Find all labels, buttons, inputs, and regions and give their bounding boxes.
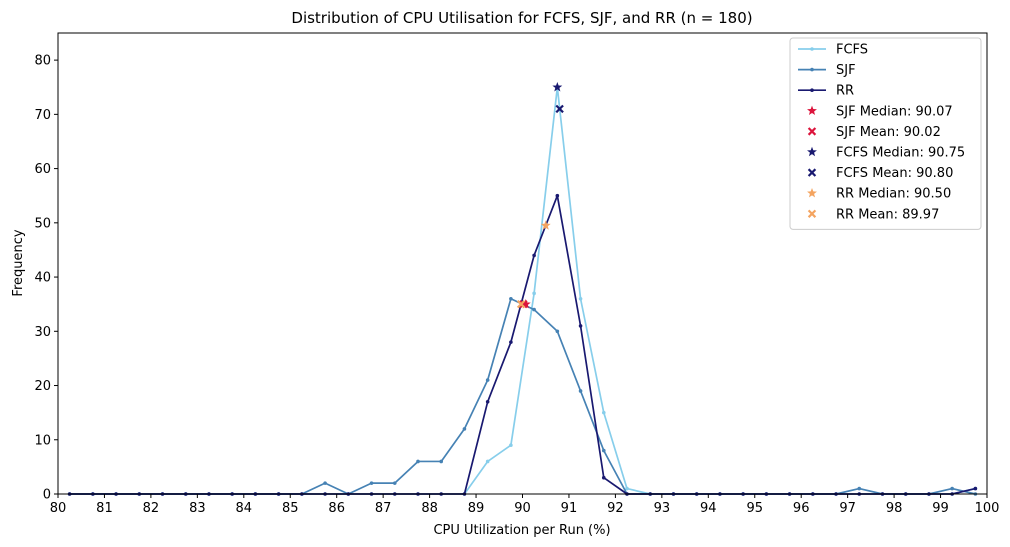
- data-point-fcfs: [485, 459, 490, 464]
- median-marker: [520, 298, 531, 309]
- x-tick-label: 88: [421, 501, 438, 516]
- data-point-sjf: [323, 481, 327, 485]
- data-point-rr: [509, 340, 513, 344]
- legend-median-symbol: [807, 105, 817, 116]
- data-point-sjf: [392, 481, 397, 485]
- y-tick-label: 60: [34, 162, 51, 177]
- y-tick-label: 30: [34, 325, 51, 340]
- data-point-rr: [973, 486, 978, 491]
- data-point-fcfs: [532, 291, 536, 296]
- data-point-sjf: [369, 481, 374, 485]
- y-tick-label: 20: [34, 379, 51, 394]
- x-tick-label: 87: [375, 501, 392, 516]
- y-tick-label: 70: [34, 108, 51, 123]
- x-tick-label: 89: [468, 501, 485, 516]
- x-tick-label: 83: [189, 501, 206, 516]
- data-point-sjf: [532, 307, 536, 312]
- data-point-sjf: [950, 486, 954, 491]
- y-tick-label: 40: [34, 271, 51, 286]
- legend-median-symbol: [807, 188, 817, 198]
- x-tick-label: 97: [839, 501, 856, 516]
- data-point-sjf: [509, 296, 513, 301]
- median-marker: [540, 220, 551, 230]
- mean-marker: [519, 299, 528, 309]
- x-tick-label: 86: [328, 501, 345, 516]
- legend-mean-symbol: [807, 127, 817, 136]
- legend-point-fcfs: [810, 47, 814, 51]
- y-tick-label: 0: [43, 488, 51, 503]
- marker-layer: [516, 82, 564, 309]
- data-point-rr: [601, 475, 606, 480]
- legend-label-marker: FCFS Median: 90.75: [836, 146, 965, 161]
- data-point-sjf: [462, 427, 467, 431]
- x-tick-label: 80: [50, 501, 67, 516]
- x-tick-label: 95: [746, 501, 763, 516]
- legend-point-rr: [810, 88, 814, 92]
- y-tick-label: 80: [34, 54, 51, 69]
- data-point-sjf: [857, 486, 862, 491]
- x-tick-label: 92: [607, 501, 624, 516]
- data-point-fcfs: [509, 443, 513, 447]
- x-axis-ticks: 80 81 82 83 84 85 86 87 88 89 90 91 92 93 94 95 96 97 98 99…: [50, 494, 1000, 516]
- legend-label-marker: FCFS Mean: 90.80: [836, 166, 953, 181]
- x-tick-label: 100: [975, 501, 1000, 516]
- y-axis-ticks: 0 10 20 30 40 50 60 70 80: [34, 54, 58, 503]
- mean-marker: [555, 104, 564, 114]
- data-point-sjf: [416, 459, 420, 464]
- legend: FCFS SJF RR SJF Median: 90.07 SJF Mean: 90.0…: [789, 37, 982, 230]
- x-tick-label: 82: [143, 501, 160, 516]
- data-point-sjf: [601, 448, 606, 453]
- data-point-sjf: [485, 378, 490, 382]
- x-tick-label: 99: [932, 501, 949, 516]
- y-tick-label: 10: [34, 433, 51, 448]
- x-tick-label: 93: [654, 501, 671, 516]
- data-point-sjf: [578, 389, 583, 393]
- legend-label-marker: RR Mean: 89.97: [836, 207, 939, 222]
- legend-label-fcfs: FCFS: [836, 43, 868, 58]
- x-axis-title: CPU Utilization per Run (%): [433, 523, 610, 538]
- legend-label-rr: RR: [836, 84, 854, 99]
- legend-box: [789, 37, 982, 230]
- legend-point-sjf: [810, 67, 814, 72]
- legend-median-symbol: [807, 146, 817, 157]
- legend-label-marker: RR Median: 90.50: [836, 187, 951, 202]
- x-tick-label: 90: [514, 501, 531, 516]
- y-tick-label: 50: [34, 216, 51, 231]
- legend-label-sjf: SJF: [836, 63, 856, 78]
- data-point-sjf: [555, 329, 560, 334]
- data-point-fcfs: [578, 296, 583, 301]
- median-marker: [552, 82, 563, 92]
- data-point-fcfs: [601, 410, 606, 415]
- x-tick-label: 91: [561, 501, 578, 516]
- legend-mean-symbol: [807, 209, 817, 218]
- data-point-rr: [578, 324, 583, 328]
- data-point-sjf: [439, 459, 444, 464]
- y-axis-title: Frequency: [11, 229, 26, 296]
- chart-title: Distribution of CPU Utilisation for FCFS…: [291, 9, 752, 27]
- data-point-rr: [555, 193, 560, 198]
- x-tick-label: 81: [96, 501, 113, 516]
- legend-mean-symbol: [807, 168, 817, 177]
- x-tick-label: 94: [700, 501, 717, 516]
- x-tick-label: 85: [282, 501, 299, 516]
- data-point-rr: [485, 400, 490, 404]
- x-tick-label: 96: [793, 501, 810, 516]
- legend-label-marker: SJF Mean: 90.02: [836, 125, 941, 140]
- x-tick-label: 98: [886, 501, 903, 516]
- mean-marker: [516, 299, 526, 309]
- data-point-rr: [532, 253, 536, 258]
- x-tick-label: 84: [236, 501, 253, 516]
- legend-label-marker: SJF Median: 90.07: [836, 104, 953, 119]
- data-point-fcfs: [625, 486, 629, 491]
